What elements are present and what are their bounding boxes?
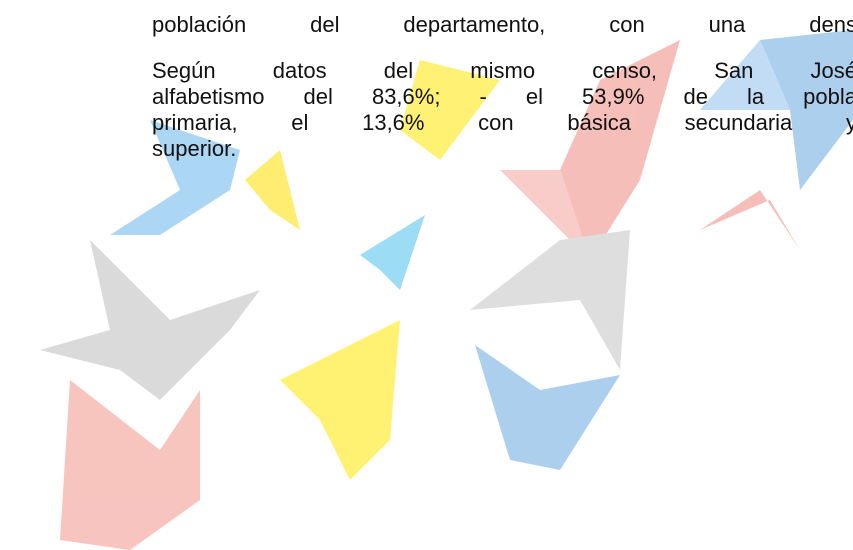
text-line: primaria, el 13,6% con básica secundaria…: [152, 110, 853, 135]
paragraph: población del departamento, con una dens: [152, 12, 853, 38]
paragraph: Según datos del mismo censo, San José alf…: [152, 58, 853, 162]
text-line: población del departamento, con una dens: [152, 12, 853, 37]
body-text: población del departamento, con una dens…: [152, 12, 853, 182]
text-line: superior.: [152, 136, 237, 161]
text-line: Según datos del mismo censo, San José: [152, 58, 853, 83]
text-line: alfabetismo del 83,6%; - el 53,9% de la …: [152, 84, 853, 109]
